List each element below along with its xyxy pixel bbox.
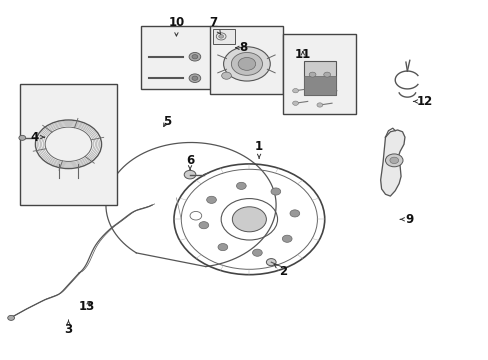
Circle shape	[252, 249, 262, 256]
Text: 8: 8	[235, 41, 247, 54]
Circle shape	[199, 222, 208, 229]
Circle shape	[292, 101, 298, 105]
Circle shape	[19, 135, 26, 140]
Text: 11: 11	[294, 49, 310, 62]
Text: 4: 4	[30, 131, 44, 144]
Circle shape	[266, 258, 276, 266]
Bar	[212, 29, 234, 44]
Circle shape	[236, 182, 245, 189]
Circle shape	[192, 55, 198, 59]
Circle shape	[206, 196, 216, 203]
Circle shape	[308, 72, 315, 77]
Polygon shape	[380, 130, 404, 196]
Bar	[283, 33, 356, 114]
Circle shape	[184, 170, 196, 179]
Circle shape	[221, 72, 231, 79]
Circle shape	[231, 53, 262, 75]
Bar	[304, 61, 335, 95]
Text: 10: 10	[168, 16, 184, 36]
Text: 7: 7	[208, 16, 221, 35]
Circle shape	[323, 72, 330, 77]
Text: 5: 5	[162, 114, 170, 127]
Circle shape	[270, 188, 280, 195]
Circle shape	[238, 58, 255, 70]
Text: 1: 1	[255, 140, 263, 158]
Circle shape	[189, 53, 201, 61]
Circle shape	[292, 89, 298, 93]
Circle shape	[218, 243, 227, 251]
Circle shape	[232, 207, 266, 232]
Circle shape	[189, 74, 201, 82]
Circle shape	[192, 76, 198, 80]
Circle shape	[385, 154, 402, 167]
Text: 13: 13	[78, 300, 94, 313]
Text: 3: 3	[64, 320, 72, 336]
Text: 9: 9	[399, 213, 413, 226]
Circle shape	[316, 103, 322, 107]
Circle shape	[218, 35, 223, 38]
Circle shape	[389, 157, 398, 163]
Circle shape	[8, 315, 15, 320]
Bar	[210, 26, 283, 94]
Bar	[304, 76, 335, 95]
Circle shape	[289, 210, 299, 217]
Bar	[141, 26, 216, 89]
Text: 12: 12	[413, 95, 432, 108]
Text: 2: 2	[274, 264, 287, 278]
Bar	[20, 84, 117, 205]
Circle shape	[223, 47, 270, 81]
Circle shape	[321, 90, 327, 95]
Circle shape	[282, 235, 291, 242]
Text: 6: 6	[185, 154, 194, 170]
